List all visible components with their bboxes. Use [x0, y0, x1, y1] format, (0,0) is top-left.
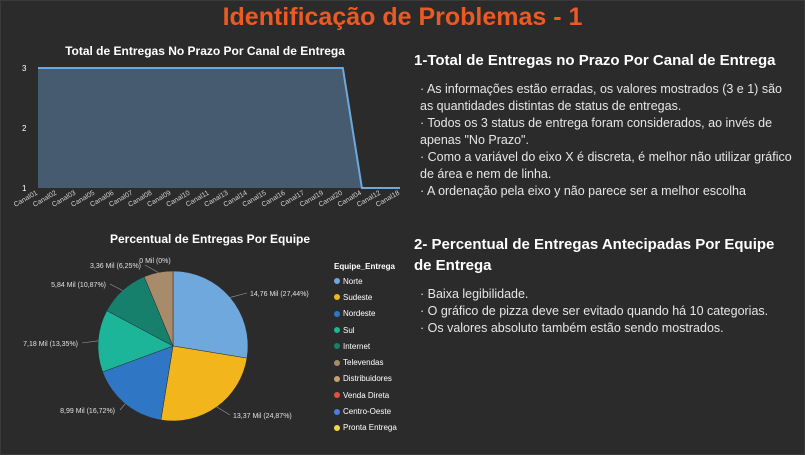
data-label: 0 Mil (0%)	[139, 258, 171, 265]
legend-item[interactable]: Televendas	[334, 354, 397, 370]
legend-label: Sudeste	[343, 292, 373, 302]
pie-chart[interactable]: 14,76 Mil (27,44%) 13,37 Mil (24,87%) 8,99…	[0, 250, 335, 445]
legend-marker	[334, 375, 340, 382]
legend-item[interactable]: Norte	[334, 273, 397, 289]
legend-marker	[334, 424, 340, 431]
pie-slice	[102, 345, 174, 421]
legend-marker	[334, 392, 340, 399]
leader-line	[109, 283, 123, 291]
section2-heading: 2- Percentual de Entregas Antecipadas Po…	[414, 236, 775, 274]
leader-line	[81, 340, 99, 344]
legend-label: Centro-Oeste	[343, 407, 392, 417]
legend-label: Norte	[343, 276, 363, 286]
legend-label: Televendas	[343, 358, 384, 368]
pie-chart-title: Percentual de Entregas Por Equipe	[109, 232, 311, 246]
legend-marker	[334, 408, 340, 415]
pie-slice	[143, 270, 174, 347]
legend-item[interactable]: Sul	[334, 322, 397, 338]
section2-bullet: · Os valores absoluto também estão sendo…	[420, 321, 724, 335]
section2-bullet: · Baixa legibilidade.	[420, 287, 529, 301]
section1-bullets: · As informações estão erradas, os valor…	[420, 81, 798, 200]
section1-bullet: · Como a variável do eixo X é discreta, …	[420, 150, 792, 181]
area-chart[interactable]: 123Canal01Canal02Canal03Canal05Canal06Ca…	[0, 58, 410, 223]
area-chart-title: Total de Entregas No Prazo Por Canal de …	[65, 44, 345, 58]
section1-heading: 1-Total de Entregas no Prazo Por Canal d…	[414, 52, 776, 69]
area-line	[38, 67, 400, 189]
y-tick-label: 2	[22, 124, 27, 133]
page-title: Identificação de Problemas - 1	[222, 3, 583, 31]
legend-item[interactable]: Sudeste	[334, 289, 397, 305]
legend-label: Venda Direta	[343, 390, 390, 400]
pie-legend: Equipe_Entrega Norte Sudeste Nordeste Sul In…	[334, 262, 397, 436]
section2-bullet: · O gráfico de pizza deve ser evitado qu…	[420, 304, 769, 318]
legend-label: Pronta Entrega	[343, 423, 397, 433]
legend-marker	[334, 343, 340, 350]
data-label: 7,18 Mil (13,35%)	[23, 341, 78, 348]
pie-slice	[172, 270, 249, 359]
pie-slice	[97, 310, 174, 373]
legend-label: Internet	[343, 341, 371, 351]
area-fill	[38, 68, 400, 188]
data-label: 3,36 Mil (6,25%)	[90, 263, 141, 270]
y-tick-label: 1	[22, 184, 27, 193]
data-label: 13,37 Mil (24,87%)	[233, 413, 292, 420]
legend-marker	[334, 278, 340, 285]
leader-line	[230, 292, 248, 298]
legend-marker	[334, 359, 340, 366]
section1-bullet: · As informações estão erradas, os valor…	[420, 82, 782, 113]
legend-marker	[334, 327, 340, 334]
legend-label: Nordeste	[343, 309, 376, 319]
section2-bullets: · Baixa legibilidade. · O gráfico de piz…	[420, 286, 798, 337]
legend-marker	[334, 310, 340, 317]
section1-bullet: · Todos os 3 status de entrega foram con…	[420, 116, 773, 147]
legend-title: Equipe_Entrega	[334, 262, 395, 271]
legend-item[interactable]: Centro-Oeste	[334, 403, 397, 419]
legend-marker	[334, 294, 340, 301]
legend-item[interactable]: Internet	[334, 338, 397, 354]
section1-bullet: · A ordenação pela eixo y não parece ser…	[420, 184, 746, 198]
data-label: 8,99 Mil (16,72%)	[60, 408, 115, 415]
legend-item[interactable]: Distribuidores	[334, 371, 397, 387]
data-label: 14,76 Mil (27,44%)	[250, 291, 309, 298]
legend-item[interactable]: Pronta Entrega	[334, 420, 397, 436]
pie-slice	[160, 345, 248, 422]
legend-label: Sul	[343, 325, 355, 335]
legend-item[interactable]: Venda Direta	[334, 387, 397, 403]
legend-label: Distribuidores	[343, 374, 392, 384]
legend-item[interactable]: Nordeste	[334, 306, 397, 322]
data-label: 5,84 Mil (10,87%)	[51, 282, 106, 289]
leader-line	[216, 406, 231, 416]
y-tick-label: 3	[22, 64, 27, 73]
leader-line	[119, 403, 126, 411]
leader-line	[144, 264, 159, 273]
